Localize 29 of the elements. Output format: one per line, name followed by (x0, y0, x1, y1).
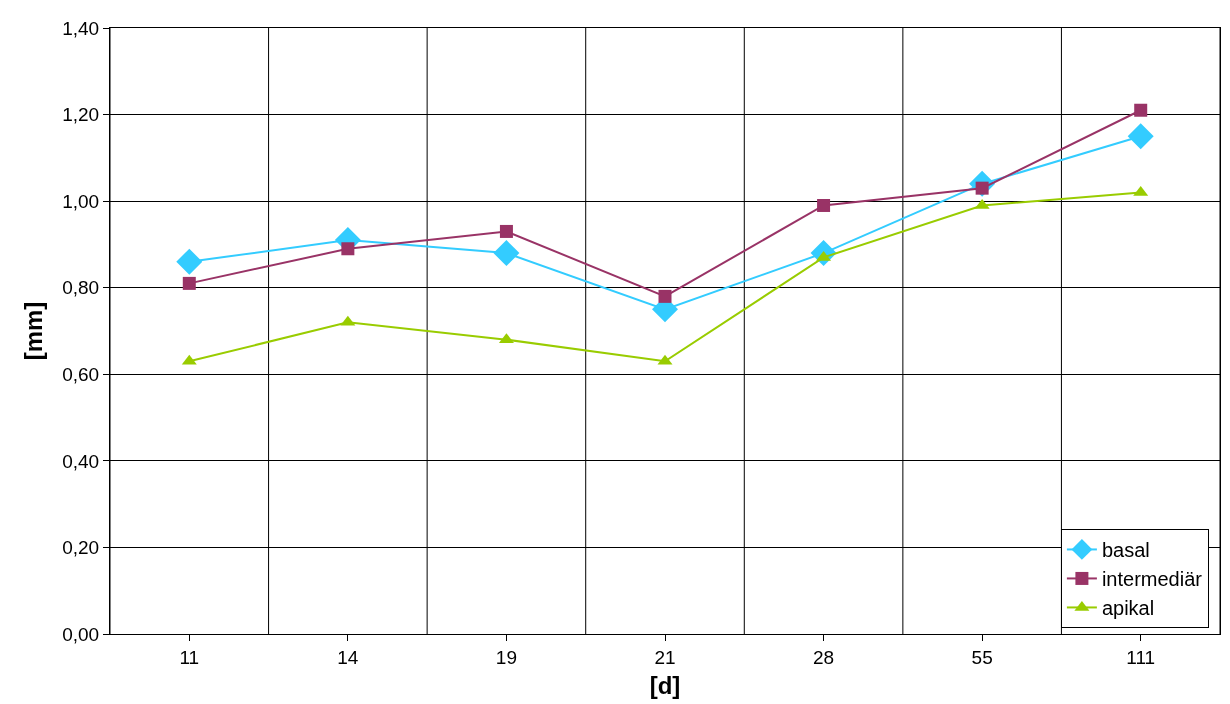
x-tick-label: 21 (654, 646, 676, 668)
x-tick-label: 14 (337, 646, 359, 668)
y-tick-label: 0,40 (62, 450, 100, 472)
y-tick-label: 1,00 (62, 190, 100, 212)
x-axis-title: [d] (649, 672, 681, 700)
y-tick-label: 0,60 (62, 363, 100, 385)
point (176, 248, 203, 275)
x-tick-label: 11 (179, 646, 200, 668)
x-tick-label: 55 (971, 646, 993, 668)
point (658, 289, 672, 303)
y-tick-label: 0,00 (62, 623, 100, 645)
point (182, 276, 196, 290)
point (817, 198, 831, 212)
point (341, 242, 355, 256)
x-tick-label: 19 (495, 646, 517, 668)
legend-label: basal (1101, 539, 1150, 562)
x-tick-label: 28 (813, 646, 835, 668)
point (499, 224, 513, 238)
point (1134, 103, 1148, 117)
point (493, 240, 520, 267)
y-tick-label: 0,20 (62, 537, 100, 559)
point (1127, 123, 1154, 150)
y-tick-label: 1,20 (62, 104, 100, 126)
y-tick-label: 0,80 (62, 277, 100, 299)
y-axis-title: [mm] (20, 301, 48, 361)
x-tick-label: 111 (1126, 646, 1156, 668)
y-tick-label: 1,40 (62, 17, 100, 39)
legend-label: intermediär (1101, 568, 1203, 591)
legend-label: apikal (1101, 597, 1155, 620)
